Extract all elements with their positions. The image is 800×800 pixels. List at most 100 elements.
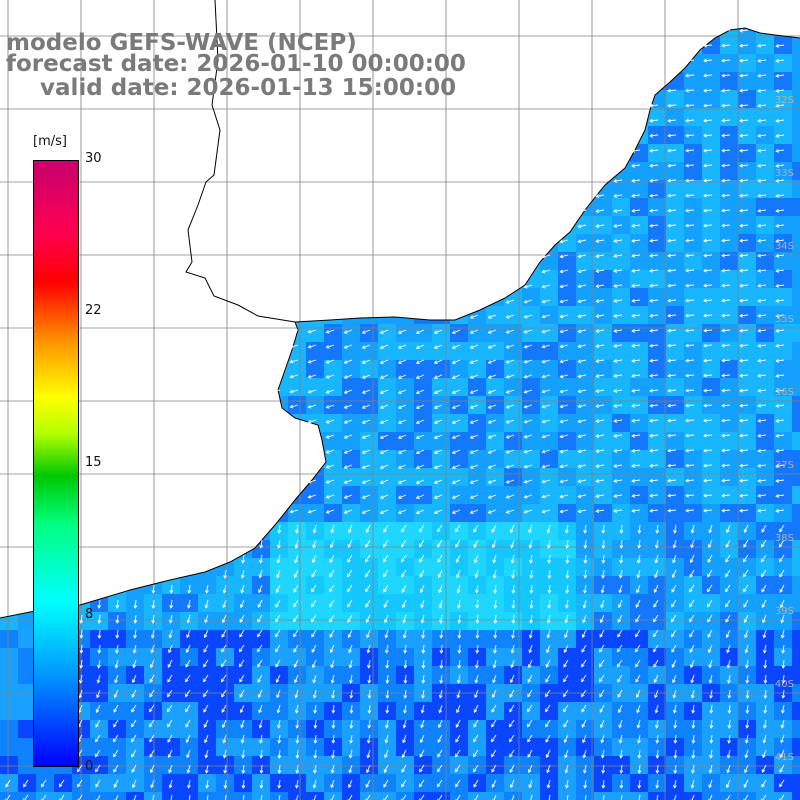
wind-arrow	[258, 584, 263, 593]
wind-arrow-head	[420, 724, 424, 729]
wind-speed-cell	[522, 450, 540, 468]
wind-arrow-head	[131, 708, 135, 713]
wind-speed-cell	[540, 288, 558, 306]
wind-speed-cell	[90, 630, 108, 648]
wind-arrow	[667, 89, 677, 92]
wind-arrow	[96, 689, 101, 698]
wind-arrow-head	[348, 664, 353, 669]
wind-arrow	[740, 404, 749, 407]
wind-arrow-head	[547, 544, 551, 549]
wind-arrow-head	[150, 649, 155, 654]
wind-arrow	[548, 539, 551, 548]
wind-arrow-head	[565, 575, 570, 579]
wind-arrow-head	[559, 269, 564, 274]
wind-arrow	[618, 599, 623, 608]
wind-arrow	[721, 269, 731, 272]
wind-arrow-head	[690, 664, 694, 669]
wind-arrow	[672, 554, 677, 563]
wind-arrow	[524, 299, 533, 303]
wind-arrow-head	[707, 618, 711, 623]
wind-arrow	[98, 614, 101, 624]
wind-arrow	[509, 764, 515, 773]
wind-speed-cell	[774, 504, 792, 522]
wind-arrow	[186, 644, 191, 653]
wind-arrow	[674, 524, 677, 533]
wind-arrow-head	[241, 770, 246, 774]
wind-arrow	[416, 404, 425, 409]
wind-arrow-head	[541, 494, 546, 499]
wind-speed-cell	[378, 540, 396, 558]
wind-arrow	[740, 314, 749, 317]
wind-arrow-head	[347, 618, 351, 623]
wind-arrow	[636, 689, 641, 698]
wind-arrow-head	[289, 329, 294, 334]
wind-arrow-head	[527, 679, 532, 683]
wind-speed-cell	[18, 630, 36, 648]
wind-speed-cell	[612, 360, 630, 378]
wind-arrow	[596, 224, 605, 227]
wind-arrow-head	[78, 679, 83, 684]
wind-arrow	[776, 74, 785, 77]
wind-arrow-head	[473, 723, 477, 728]
wind-arrow-head	[529, 559, 533, 564]
wind-arrow-head	[343, 465, 348, 469]
wind-speed-cell	[666, 198, 684, 216]
wind-arrow	[510, 659, 515, 668]
wind-arrow	[758, 149, 767, 152]
wind-arrow-head	[613, 209, 618, 213]
wind-speed-cell	[576, 468, 594, 486]
wind-speed-cell	[540, 702, 558, 720]
wind-arrow	[653, 614, 659, 622]
wind-speed-cell	[414, 648, 432, 666]
wind-arrow-head	[187, 784, 191, 789]
wind-arrow-head	[691, 740, 696, 744]
wind-speed-cell	[162, 702, 180, 720]
wind-speed-cell	[666, 558, 684, 576]
wind-arrow	[566, 539, 569, 548]
wind-arrow	[473, 749, 479, 757]
wind-speed-cell	[666, 792, 684, 800]
wind-speed-cell	[756, 594, 774, 612]
wind-arrow	[671, 659, 677, 668]
wind-arrow-head	[744, 739, 749, 744]
wind-arrow-head	[595, 374, 600, 378]
wind-speed-cell	[792, 306, 800, 324]
wind-arrow-head	[762, 754, 766, 759]
wind-arrow-head	[95, 738, 99, 743]
wind-arrow-head	[348, 754, 353, 759]
wind-arrow	[276, 569, 281, 578]
wind-arrow-head	[205, 784, 210, 789]
wind-arrow	[650, 149, 659, 152]
wind-speed-cell	[774, 108, 792, 126]
wind-arrow-head	[456, 589, 461, 594]
wind-arrow	[492, 539, 497, 548]
wind-arrow	[689, 629, 695, 638]
wind-arrow	[710, 704, 713, 713]
wind-arrow	[311, 644, 317, 653]
wind-arrow	[709, 659, 713, 668]
wind-arrow-head	[397, 390, 402, 394]
wind-speed-cell	[684, 144, 702, 162]
wind-arrow	[278, 779, 281, 788]
wind-arrow	[548, 584, 551, 594]
wind-speed-cell	[756, 432, 774, 450]
wind-arrow	[344, 494, 353, 499]
wind-speed-cell	[504, 360, 522, 378]
wind-speed-cell	[288, 666, 306, 684]
wind-arrow	[596, 299, 605, 302]
wind-speed-cell	[648, 288, 666, 306]
wind-arrow-head	[239, 693, 243, 698]
wind-arrow-head	[775, 118, 780, 123]
wind-arrow	[578, 269, 587, 273]
wind-arrow-head	[577, 389, 582, 394]
wind-arrow-head	[649, 268, 653, 273]
wind-speed-cell	[432, 774, 450, 792]
wind-speed-cell	[396, 540, 414, 558]
wind-arrow	[740, 29, 749, 32]
wind-arrow-head	[528, 544, 533, 549]
wind-arrow-head	[564, 619, 569, 624]
wind-arrow-head	[757, 478, 761, 483]
wind-arrow-head	[649, 388, 653, 393]
wind-speed-cell	[324, 630, 342, 648]
wind-arrow	[362, 419, 371, 424]
